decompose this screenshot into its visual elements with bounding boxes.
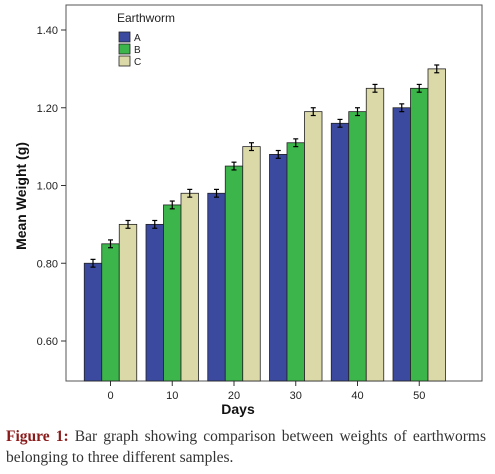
x-tick-label: 50	[413, 390, 425, 402]
y-tick-label: 1.00	[37, 181, 58, 193]
bar-c-20	[242, 146, 261, 382]
legend-swatch-b	[118, 43, 131, 55]
error-bar	[275, 149, 281, 159]
caption-text: Bar graph showing comparison between wei…	[6, 428, 486, 466]
bar-b-50	[410, 87, 429, 382]
y-axis: 0.60 0.80 1.00 1.20 1.40	[37, 25, 66, 348]
error-bar	[337, 118, 343, 128]
error-bar	[416, 83, 422, 93]
bar-a-10	[145, 223, 164, 382]
figure-label: Figure 1:	[6, 428, 69, 445]
bar-c-30	[304, 111, 323, 382]
error-bar	[214, 188, 219, 198]
y-axis-title: Mean Weight (g)	[13, 142, 29, 250]
bar-a-50	[392, 107, 411, 382]
error-bar	[310, 107, 316, 117]
y-tick-label: 0.80	[37, 258, 58, 270]
legend-label-b: B	[134, 45, 141, 56]
bars-layer	[83, 68, 446, 382]
y-tick-label: 1.20	[37, 103, 58, 115]
error-bar	[293, 138, 299, 148]
bar-chart: 0.60 0.80 1.00 1.20 1.40 0 10 20 30 40 50 Earthwo…	[13, 4, 483, 417]
error-bar	[108, 239, 113, 249]
error-bar	[434, 64, 440, 74]
x-axis-title: Days	[221, 401, 255, 417]
legend-label-c: C	[134, 57, 141, 68]
bar-c-40	[365, 87, 385, 382]
legend-title: Earthworm	[117, 11, 175, 25]
error-bar	[187, 188, 193, 198]
bar-a-40	[330, 122, 350, 382]
bar-b-20	[224, 165, 244, 382]
bar-c-50	[427, 68, 446, 382]
figure-caption: Figure 1: Bar graph showing comparison b…	[6, 426, 486, 468]
bar-b-30	[286, 142, 305, 382]
error-bar	[231, 161, 237, 171]
error-bars-layer	[90, 64, 440, 268]
bar-c-0	[118, 223, 138, 382]
bar-a-0	[83, 262, 103, 382]
y-tick-label: 1.40	[37, 25, 58, 37]
legend-swatch-a	[118, 31, 131, 43]
error-bar	[125, 219, 131, 229]
error-bar	[249, 142, 254, 152]
x-tick-label: 20	[228, 390, 240, 402]
error-bar	[372, 83, 378, 93]
bar-b-10	[163, 204, 182, 382]
error-bar	[90, 258, 96, 268]
x-tick-label: 10	[166, 390, 178, 402]
legend-swatch-c	[118, 55, 131, 67]
bar-b-40	[348, 111, 367, 382]
error-bar	[355, 107, 360, 117]
error-bar	[152, 219, 158, 229]
legend: Earthworm ABC	[117, 11, 175, 68]
x-tick-label: 30	[290, 390, 302, 402]
bar-b-0	[101, 243, 120, 382]
x-tick-label: 0	[107, 390, 113, 402]
x-axis: 0 10 20 30 40 50	[107, 381, 425, 402]
legend-label-a: A	[134, 33, 141, 44]
bar-a-20	[207, 192, 226, 382]
bar-a-30	[269, 153, 288, 382]
x-tick-label: 40	[351, 390, 363, 402]
error-bar	[399, 103, 405, 113]
y-tick-label: 0.60	[37, 336, 58, 348]
bar-c-10	[180, 192, 199, 382]
error-bar	[169, 200, 175, 210]
